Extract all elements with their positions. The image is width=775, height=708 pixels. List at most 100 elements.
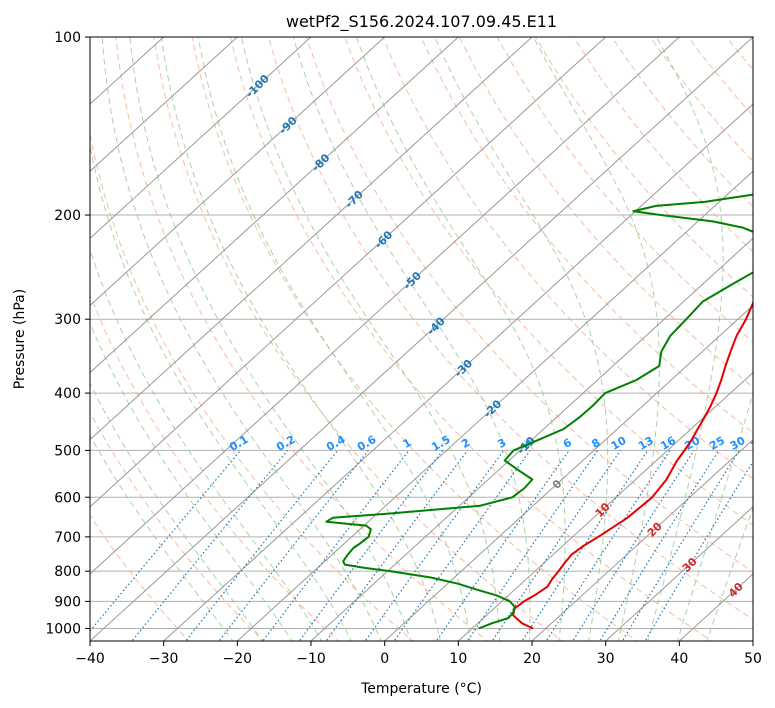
mixing-ratio-label: 36 bbox=[748, 434, 768, 453]
moist-adiabats bbox=[90, 37, 753, 641]
isotherms bbox=[90, 37, 753, 641]
y-tick-label: 1000 bbox=[45, 621, 81, 637]
isotherm bbox=[90, 37, 238, 172]
dry-adiabat bbox=[90, 514, 190, 641]
mixing-ratio-line bbox=[393, 450, 531, 641]
x-tick-label: −10 bbox=[296, 651, 326, 667]
mixing-ratio-line bbox=[262, 450, 410, 641]
moist-adiabat bbox=[129, 37, 412, 641]
mixing-ratio-line bbox=[644, 460, 753, 641]
isotherm bbox=[236, 170, 753, 641]
dry-adiabat bbox=[90, 131, 414, 641]
mixing-ratio-line bbox=[521, 450, 649, 641]
dry-adiabat bbox=[306, 37, 753, 573]
y-tick-label: 600 bbox=[54, 490, 81, 506]
mixing-ratio-line bbox=[435, 450, 570, 641]
isotherm bbox=[163, 103, 753, 641]
isotherm bbox=[752, 640, 753, 641]
mixing-ratio-line bbox=[218, 450, 369, 641]
moist-adiabat bbox=[676, 391, 753, 641]
isotherm bbox=[90, 37, 533, 441]
y-tick-label: 300 bbox=[54, 312, 81, 328]
moist-adiabat bbox=[90, 434, 234, 641]
dry-adiabat bbox=[191, 37, 638, 641]
dry-adiabat bbox=[420, 37, 753, 434]
dry-adiabat bbox=[90, 411, 265, 641]
y-axis-label: Pressure (hPa) bbox=[12, 289, 28, 389]
mixing-ratio-line bbox=[364, 450, 505, 641]
mixing-ratio-line bbox=[466, 450, 599, 641]
dry-adiabat bbox=[344, 37, 753, 526]
profile-lines bbox=[325, 193, 753, 630]
pressure-gridlines bbox=[90, 37, 753, 629]
mixing-ratio-line bbox=[131, 450, 289, 641]
chart-title: wetPf2_S156.2024.107.09.45.E11 bbox=[286, 12, 557, 32]
dry-adiabat bbox=[687, 37, 753, 117]
x-tick-label: −40 bbox=[75, 651, 105, 667]
x-tick-label: 40 bbox=[670, 651, 688, 667]
isotherm bbox=[90, 37, 753, 641]
dewpoint-line bbox=[325, 193, 753, 630]
isotherm bbox=[531, 438, 753, 641]
mixing-ratio-label: 3 bbox=[495, 436, 508, 451]
dry-adiabat bbox=[115, 37, 489, 641]
y-tick-label: 800 bbox=[54, 564, 81, 580]
mixing-ratio-line bbox=[621, 450, 740, 641]
x-tick-label: 50 bbox=[744, 651, 762, 667]
dry-adiabats bbox=[90, 24, 775, 644]
dry-adiabat bbox=[725, 37, 753, 71]
moist-adiabat bbox=[532, 37, 660, 641]
mixing-ratio-lines bbox=[90, 450, 753, 641]
isotherm bbox=[384, 304, 753, 641]
moist-adiabat bbox=[355, 37, 566, 641]
isotherm bbox=[457, 371, 753, 641]
dry-adiabat bbox=[754, 24, 775, 644]
moist-adiabat bbox=[160, 37, 441, 641]
moist-adiabat bbox=[90, 248, 323, 641]
x-tick-label: −20 bbox=[223, 651, 253, 667]
x-tick-label: 10 bbox=[449, 651, 467, 667]
moist-adiabat bbox=[90, 381, 264, 641]
isotherm bbox=[90, 37, 459, 374]
mixing-ratio-line bbox=[90, 450, 242, 632]
y-tick-label: 100 bbox=[54, 30, 81, 46]
mixing-ratio-label: 8 bbox=[589, 436, 602, 451]
y-tick-label: 400 bbox=[54, 386, 81, 402]
y-tick-label: 500 bbox=[54, 443, 81, 459]
mixing-ratio-line bbox=[298, 450, 444, 641]
isotherm bbox=[310, 237, 753, 641]
mixing-ratio-line bbox=[572, 450, 695, 641]
moist-adiabat bbox=[647, 37, 724, 641]
temperature-line bbox=[512, 300, 753, 630]
moist-adiabat bbox=[434, 37, 609, 641]
dry-adiabat bbox=[649, 37, 753, 162]
plot-area: -100-90-80-70-60-50-40-30-20-10010203040… bbox=[90, 24, 775, 644]
moist-adiabat bbox=[706, 506, 753, 641]
y-axis-ticks: 100 200 300 400 500 600 700 800 900 1000 bbox=[45, 30, 90, 637]
x-axis-ticks: −40 −30 −20 −10 0 10 20 30 40 50 bbox=[75, 641, 762, 667]
plot-frame bbox=[89, 36, 754, 642]
dry-adiabat bbox=[90, 293, 339, 641]
moist-adiabat bbox=[197, 37, 471, 641]
mixing-ratio-label: 2 bbox=[459, 436, 472, 451]
moist-adiabat bbox=[101, 37, 382, 641]
moist-adiabat bbox=[90, 143, 352, 641]
isotherm bbox=[90, 37, 607, 508]
moist-adiabat bbox=[90, 321, 293, 641]
isotherm bbox=[90, 37, 312, 240]
dry-adiabat bbox=[496, 37, 753, 343]
mixing-ratio-line bbox=[185, 450, 339, 641]
mixing-ratio-line bbox=[545, 450, 671, 641]
dry-adiabat bbox=[267, 37, 753, 621]
isotherm bbox=[90, 37, 386, 307]
y-tick-label: 900 bbox=[54, 594, 81, 610]
x-tick-label: −30 bbox=[149, 651, 179, 667]
mixing-ratio-line bbox=[599, 450, 720, 641]
moist-adiabat bbox=[292, 37, 531, 641]
x-tick-label: 0 bbox=[380, 651, 389, 667]
y-tick-label: 700 bbox=[54, 530, 81, 546]
moist-adiabat bbox=[240, 37, 501, 641]
dry-adiabat bbox=[229, 37, 713, 641]
x-axis-label: Temperature (°C) bbox=[360, 681, 482, 697]
